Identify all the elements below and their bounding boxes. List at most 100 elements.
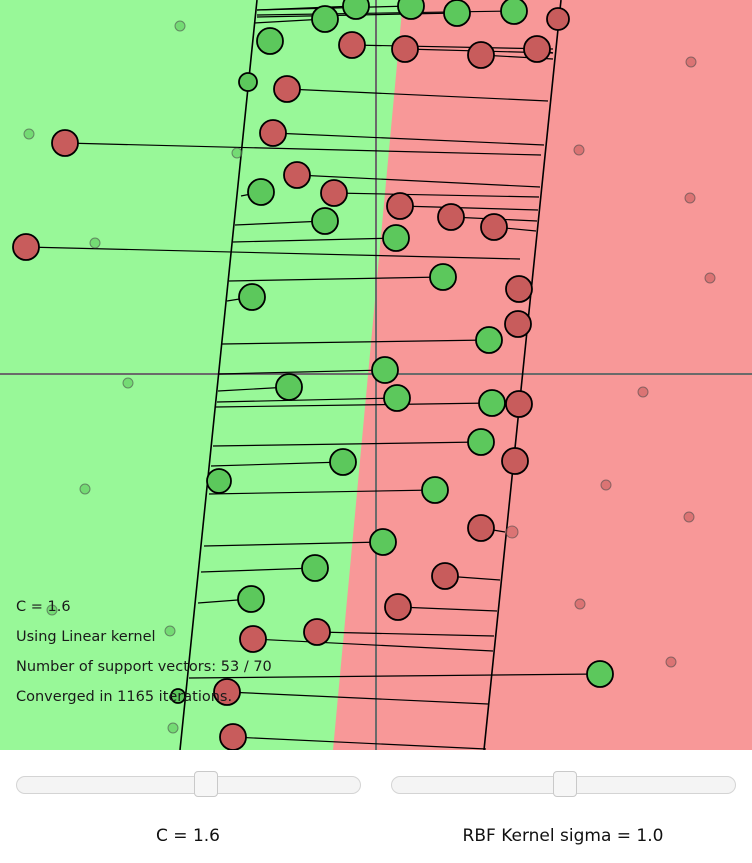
margin-line-left <box>179 0 258 750</box>
support-vector-link <box>333 192 540 198</box>
negative-support-vector <box>546 7 570 31</box>
negative-point <box>704 272 716 284</box>
positive-support-vector <box>467 428 495 456</box>
positive-point <box>174 20 186 32</box>
positive-support-vector <box>443 0 471 27</box>
negative-support-vector <box>504 310 532 338</box>
support-vector-link <box>272 132 545 146</box>
negative-support-vector <box>467 514 495 542</box>
negative-support-vector <box>384 593 412 621</box>
negative-support-vector <box>259 119 287 147</box>
negative-point <box>685 56 697 68</box>
svm-plot[interactable] <box>0 0 752 750</box>
support-vector-link <box>286 88 549 102</box>
positive-support-vector <box>382 224 410 252</box>
negative-support-vector <box>12 233 40 261</box>
negative-support-vector <box>273 75 301 103</box>
positive-point <box>122 377 134 389</box>
positive-support-vector <box>586 660 614 688</box>
negative-support-vector <box>213 678 241 706</box>
margin-line-right <box>483 0 562 750</box>
negative-support-vector <box>501 447 529 475</box>
positive-support-vector <box>421 476 449 504</box>
c-slider-label: C = 1.6 <box>156 826 220 846</box>
negative-point <box>665 656 677 668</box>
c-slider[interactable] <box>16 771 361 797</box>
sigma-slider-label: RBF Kernel sigma = 1.0 <box>462 826 664 846</box>
negative-point <box>600 479 612 491</box>
positive-support-vector <box>237 585 265 613</box>
support-vector-link <box>256 10 515 16</box>
negative-support-vector <box>523 35 551 63</box>
c-slider-handle[interactable] <box>193 771 218 797</box>
negative-support-vector <box>437 203 465 231</box>
support-vector-link <box>232 736 487 750</box>
support-vector-link <box>212 441 482 447</box>
positive-support-vector <box>429 263 457 291</box>
support-vector-link <box>252 638 494 652</box>
positive-support-vector <box>478 389 506 417</box>
positive-support-vector <box>329 448 357 476</box>
support-vector-link <box>296 174 541 188</box>
negative-support-vector <box>505 275 533 303</box>
positive-support-vector <box>206 468 232 494</box>
positive-support-vector <box>256 27 284 55</box>
negative-support-vector <box>480 213 508 241</box>
positive-point <box>167 722 179 734</box>
support-vector-link <box>351 44 554 50</box>
support-vector-link <box>399 205 539 211</box>
positive-support-vector <box>475 326 503 354</box>
positive-support-vector <box>238 283 266 311</box>
sigma-slider-handle[interactable] <box>552 771 577 797</box>
positive-point <box>79 483 91 495</box>
support-vector-link <box>188 673 601 679</box>
support-vector-link <box>200 567 316 573</box>
positive-support-vector <box>238 72 258 92</box>
data-points <box>12 0 716 750</box>
positive-support-vector <box>500 0 528 25</box>
negative-support-vector <box>283 161 311 189</box>
positive-support-vector <box>311 207 339 235</box>
support-vector-link <box>228 276 444 282</box>
negative-support-vector <box>391 35 419 63</box>
negative-point <box>684 192 696 204</box>
kernel-text: Using Linear kernel <box>16 629 156 645</box>
positive-support-vector <box>369 528 397 556</box>
positive-point <box>89 237 101 249</box>
negative-point <box>573 144 585 156</box>
negative-point <box>637 386 649 398</box>
support-vector-link <box>210 461 344 467</box>
negative-support-vector <box>320 179 348 207</box>
sigma-slider[interactable] <box>391 771 736 797</box>
iterations-text: Converged in 1165 iterations. <box>16 689 233 705</box>
negative-support-vector <box>219 723 247 750</box>
positive-support-vector <box>247 178 275 206</box>
support-vector-link <box>226 691 489 705</box>
negative-support-vector <box>51 129 79 157</box>
support-vector-link <box>25 246 521 260</box>
negative-point <box>574 598 586 610</box>
negative-support-vector <box>386 192 414 220</box>
negative-point <box>683 511 695 523</box>
positive-support-vector <box>311 5 339 33</box>
support-vector-link <box>208 489 436 495</box>
negative-point <box>505 525 519 539</box>
support-vector-link <box>218 369 386 375</box>
positive-support-vector <box>170 688 186 704</box>
support-vector-link <box>256 5 412 11</box>
negative-support-vector <box>505 390 533 418</box>
support-vector-link <box>221 339 490 345</box>
support-vector-link <box>64 142 542 156</box>
negative-support-vector <box>338 31 366 59</box>
positive-support-vector <box>383 384 411 412</box>
negative-support-vector <box>431 562 459 590</box>
negative-support-vector <box>239 625 267 653</box>
positive-point <box>46 604 58 616</box>
positive-support-vector <box>397 0 425 20</box>
positive-support-vector <box>301 554 329 582</box>
support-vector-link <box>215 402 493 408</box>
support-vector-link <box>316 631 495 637</box>
negative-support-vector <box>467 41 495 69</box>
support-vector-link <box>216 397 398 403</box>
support-vector-link <box>232 237 397 243</box>
